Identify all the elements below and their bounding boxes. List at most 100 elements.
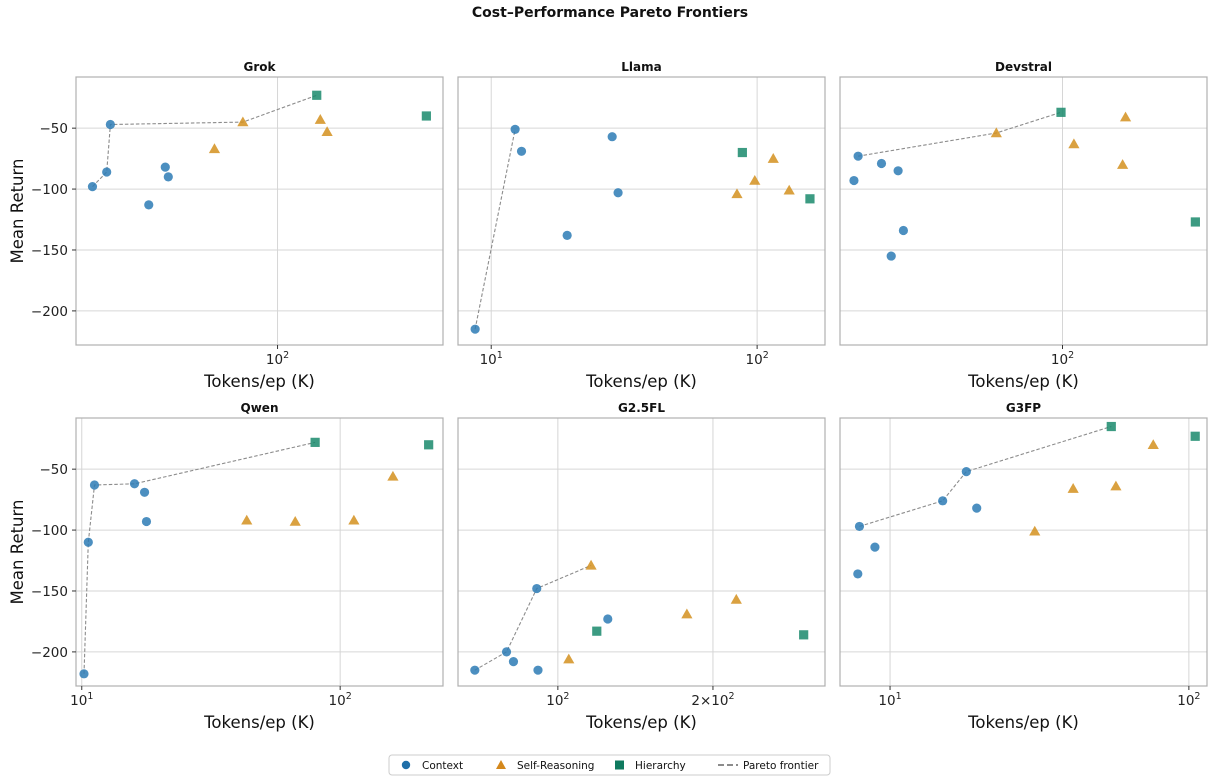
y-tick-label: −50 [40,121,69,137]
panel-g3fp: 101 102 G3FP Tokens/ep (K) [839,401,1208,732]
point-hierarchy [1106,421,1116,432]
panel-title: G2.5FL [618,401,665,415]
axes-frame [75,417,444,687]
axes-frame [839,417,1208,687]
y-axis-label: Mean Return [8,159,27,264]
legend-label: Context [422,760,463,772]
point-context [854,521,865,532]
legend-symbol-triangle [496,760,506,769]
point-context [83,537,93,547]
panel-llama: 101 102 Llama Tokens/ep (K) [457,60,826,391]
point-hierarchy [592,626,602,636]
point-hierarchy [310,437,320,447]
point-self-reasoning [1067,483,1079,493]
point-context [893,166,903,176]
point-hierarchy [805,194,815,204]
y-tick-label: −200 [31,645,68,661]
legend-label: Pareto frontier [743,760,819,772]
point-self-reasoning [1068,138,1080,149]
point-self-reasoning [208,143,221,154]
y-axis-label: Mean Return [8,500,27,605]
point-context [532,583,542,594]
point-context [470,665,480,675]
point-self-reasoning [1147,439,1159,449]
point-context [79,669,89,679]
y-tick-label: −150 [31,584,68,600]
point-context [163,172,173,182]
point-context [961,467,971,477]
x-tick-label: 2×102 [691,691,734,709]
point-context [87,182,98,192]
point-hierarchy [1190,431,1200,441]
point-context [470,324,480,334]
point-self-reasoning [731,188,743,199]
panels: −200 −150 −100 −50 102 Grok Tokens/ep (K) Mean … [8,60,1208,732]
legend-label: Hierarchy [635,760,686,772]
x-tick-label: 102 [746,350,769,368]
point-hierarchy [312,90,322,100]
pareto-frontier-line [859,425,1112,527]
legend-entry-hierarchy: Hierarchy [615,760,686,772]
point-context [972,503,982,513]
point-context [129,479,140,489]
point-context [562,230,572,240]
point-hierarchy [737,147,747,158]
legend-symbol-square [615,760,624,770]
pareto-frontier-line [858,111,1062,157]
point-context [139,487,150,497]
x-tick-label: 102 [266,350,289,368]
panel-devstral: 102 Devstral Tokens/ep (K) [839,60,1208,391]
legend-entry-pareto-frontier: Pareto frontier [718,760,819,772]
pareto-frontier-line [83,441,316,674]
point-context [141,516,152,527]
axes-frame [457,417,826,687]
point-self-reasoning [387,470,399,481]
x-axis-label: Tokens/ep (K) [203,372,315,391]
point-context [886,251,896,261]
point-context [105,119,115,130]
legend: Context Self-Reasoning Hierarchy Pareto fro… [388,754,831,776]
point-self-reasoning [681,608,693,619]
point-self-reasoning [314,114,326,124]
y-tick-label: −100 [31,523,68,539]
y-tick-label: −200 [31,304,68,320]
point-self-reasoning [563,653,575,664]
point-context [89,480,100,490]
point-context [938,496,948,506]
y-tick-label: −50 [40,462,69,478]
panel-qwen: −200 −150 −100 −50 101 102 Qwen Tokens/ep (K) Me… [8,401,444,732]
panel-title: Qwen [241,401,279,415]
point-context [870,542,880,552]
axes-frame [839,76,1208,346]
legend-box [388,754,831,776]
y-tick-label: −150 [31,243,68,259]
point-context [102,167,112,177]
point-context [853,151,863,161]
x-axis-label: Tokens/ep (K) [967,372,1079,391]
point-self-reasoning [783,184,795,195]
point-context [849,175,859,186]
point-self-reasoning [289,515,301,526]
panel-title: Llama [621,60,661,74]
legend-entry-self-reasoning: Self-Reasoning [496,760,594,772]
point-self-reasoning [237,116,249,127]
legend-symbol-circle [401,760,411,770]
point-self-reasoning [990,127,1002,138]
point-self-reasoning [1029,525,1041,536]
point-hierarchy [424,440,434,450]
point-hierarchy [799,630,809,640]
panel-title: G3FP [1006,401,1041,415]
point-self-reasoning [1117,159,1129,169]
point-context [160,162,170,172]
point-context [603,614,613,624]
axes-frame [457,76,826,346]
x-tick-label: 102 [329,691,352,709]
point-self-reasoning [730,593,742,604]
point-context [516,146,527,156]
panel-grok: −200 −150 −100 −50 102 Grok Tokens/ep (K) Mean … [8,60,444,391]
pareto-frontier-line [474,564,592,671]
point-context [607,132,617,142]
point-self-reasoning [321,126,333,137]
point-self-reasoning [348,514,360,525]
